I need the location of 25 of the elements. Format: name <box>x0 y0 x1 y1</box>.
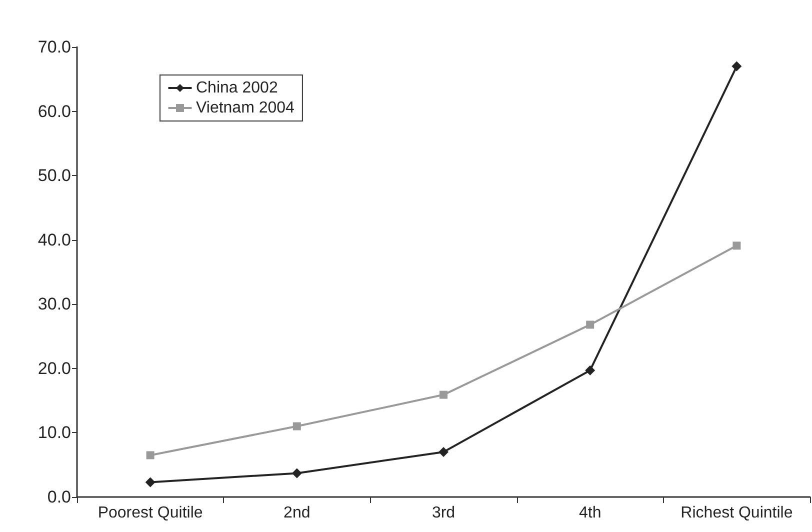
y-tick-label: 10.0 <box>38 423 71 442</box>
point <box>292 422 301 430</box>
point <box>145 477 156 488</box>
point <box>586 320 594 329</box>
y-tick-label: 40.0 <box>38 230 71 250</box>
point <box>146 451 154 460</box>
x-tick-label: 3rd <box>432 504 456 522</box>
point <box>440 390 448 399</box>
x-tick-label: 2nd <box>284 504 310 522</box>
point <box>732 242 741 250</box>
x-tick-label: 4th <box>578 504 602 522</box>
y-tick-label: 30.0 <box>38 294 71 314</box>
point <box>438 447 448 457</box>
legend-label: Vietnam 2004 <box>196 100 295 116</box>
y-tick-label: 70.0 <box>38 38 71 56</box>
point <box>585 365 596 376</box>
y-tick-label: 20.0 <box>38 358 71 378</box>
point <box>732 61 742 72</box>
legend-label: China 2002 <box>196 80 278 96</box>
y-tick-label: 0.0 <box>47 488 71 506</box>
y-tick-label: 60.0 <box>38 102 71 121</box>
x-tick-label: Richest Quintile <box>680 504 793 522</box>
x-tick-label: Poorest Quitile <box>98 504 203 522</box>
y-tick-label: 50.0 <box>38 166 71 186</box>
point <box>292 468 302 478</box>
